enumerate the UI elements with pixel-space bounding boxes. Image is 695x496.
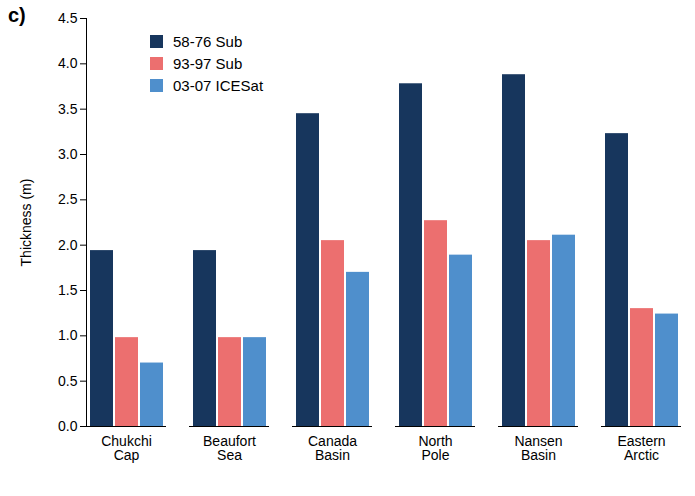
svg-text:ChukchiCap: ChukchiCap — [101, 433, 152, 463]
html-text:c): c) — [8, 4, 26, 26]
svg-text:NansenBasin: NansenBasin — [514, 433, 562, 463]
svg-text:0.0: 0.0 — [58, 418, 78, 434]
svg-text:4.5: 4.5 — [58, 10, 78, 26]
svg-text:1.5: 1.5 — [58, 282, 78, 298]
svg-text:NorthPole: NorthPole — [418, 433, 452, 463]
svg-text:0.5: 0.5 — [58, 373, 78, 389]
svg-text:CanadaBasin: CanadaBasin — [308, 433, 357, 463]
svg-text:1.0: 1.0 — [58, 327, 78, 343]
svg-text:EasternArctic: EasternArctic — [617, 433, 665, 463]
html-text:93-97 Sub: 93-97 Sub — [173, 54, 243, 72]
svg-text:4.0: 4.0 — [58, 55, 78, 71]
svg-text:3.0: 3.0 — [58, 146, 78, 162]
svg-text:2.5: 2.5 — [58, 191, 78, 207]
svg-text:BeaufortSea: BeaufortSea — [203, 433, 256, 463]
svg-text:3.5: 3.5 — [58, 101, 78, 117]
html-text:58-76 Sub: 58-76 Sub — [173, 32, 243, 50]
svg-text:Thickness (m): Thickness (m) — [18, 179, 34, 267]
svg-text:2.0: 2.0 — [58, 237, 78, 253]
html-text:03-07 ICESat: 03-07 ICESat — [173, 76, 264, 94]
